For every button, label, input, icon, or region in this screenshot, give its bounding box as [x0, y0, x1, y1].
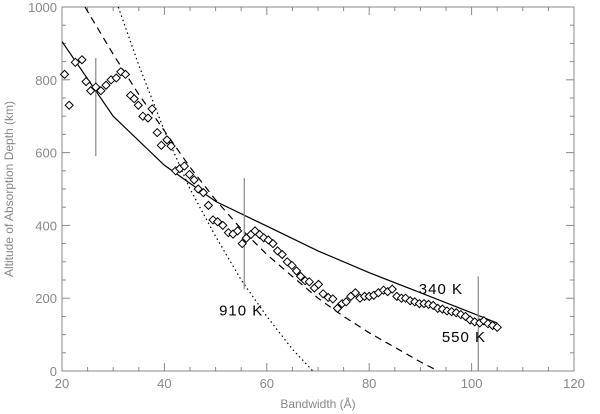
- data-point-diamond: [291, 266, 302, 276]
- y-tick-label: 200: [35, 291, 57, 306]
- data-point-diamond: [332, 303, 343, 314]
- data-point-diamond: [203, 200, 214, 211]
- data-point-diamond: [96, 86, 106, 96]
- data-point-diamond: [189, 175, 199, 185]
- x-tick-label: 100: [461, 376, 483, 391]
- y-tick-label: 1000: [28, 0, 57, 15]
- y-tick-label: 0: [50, 364, 57, 379]
- data-point-diamond: [156, 140, 167, 151]
- data-point-diamond: [81, 76, 91, 87]
- data-point-diamond: [147, 104, 157, 114]
- data-point-diamond: [120, 69, 131, 80]
- x-tick-label: 60: [260, 376, 274, 391]
- y-tick-label: 400: [35, 218, 57, 233]
- tick-marks: [61, 6, 575, 372]
- data-point-diamond: [304, 277, 315, 287]
- y-axis-title: Altitude of Absorption Depth (km): [2, 101, 16, 277]
- data-point-diamond: [70, 57, 81, 68]
- x-tick-label: 20: [55, 376, 69, 391]
- data-point-diamond: [232, 226, 243, 236]
- model-curve-340-k: [62, 41, 498, 324]
- data-point-diamond: [133, 100, 143, 110]
- data-point-diamond: [237, 238, 247, 249]
- data-point-diamond: [162, 135, 172, 145]
- data-point-diamond: [77, 55, 87, 65]
- data-point-diamond: [198, 187, 209, 198]
- data-point-diamond: [295, 271, 306, 282]
- data-point-diamond: [341, 297, 351, 307]
- data-point-diamond: [91, 82, 101, 92]
- data-point-diamond: [350, 288, 361, 298]
- data-point-diamond: [179, 161, 190, 171]
- data-point-diamond: [59, 69, 70, 80]
- data-point-diamond: [152, 127, 162, 138]
- data-point-diamond: [129, 94, 139, 104]
- data-point-diamond: [318, 289, 328, 299]
- data-point-diamond: [277, 249, 287, 260]
- model-curve-550-k: [84, 7, 439, 371]
- data-point-diamond: [85, 86, 96, 96]
- data-point-diamond: [492, 322, 502, 333]
- data-point-diamond: [212, 217, 223, 227]
- annotation-340-k: 340 K: [419, 281, 463, 298]
- annotation-550-k: 550 K: [442, 329, 486, 346]
- data-point-diamond: [166, 141, 176, 151]
- x-tick-label: 120: [563, 376, 585, 391]
- x-tick-label: 80: [362, 376, 376, 391]
- data-point-diamond: [184, 169, 195, 180]
- data-point-diamond: [287, 260, 297, 271]
- data-point-diamond: [64, 100, 74, 110]
- x-axis-title: Bandwidth (Å): [280, 396, 355, 411]
- data-point-diamond: [268, 238, 278, 249]
- model-curves: [62, 7, 498, 371]
- x-tick-label: 40: [157, 376, 171, 391]
- data-point-diamond: [313, 279, 324, 290]
- y-tick-label: 800: [35, 73, 57, 88]
- data-point-diamond: [111, 73, 121, 83]
- plot-frame: [61, 6, 575, 372]
- data-point-diamond: [218, 220, 228, 231]
- data-point-diamond: [328, 294, 338, 304]
- axis-and-annotation-labels: 20 40 60 80 100 120 0 200 400 600 800 1000 Bandwidth…: [2, 0, 585, 411]
- y-tick-label: 600: [35, 146, 57, 161]
- data-point-diamond: [101, 80, 111, 90]
- data-point-diamond: [143, 113, 153, 123]
- data-points: [59, 55, 502, 333]
- model-curve-910-k: [117, 7, 314, 371]
- annotation-910-k: 910 K: [219, 302, 263, 319]
- vertical-markers: [95, 57, 479, 371]
- data-point-diamond: [387, 284, 397, 294]
- data-point-diamond: [193, 184, 203, 194]
